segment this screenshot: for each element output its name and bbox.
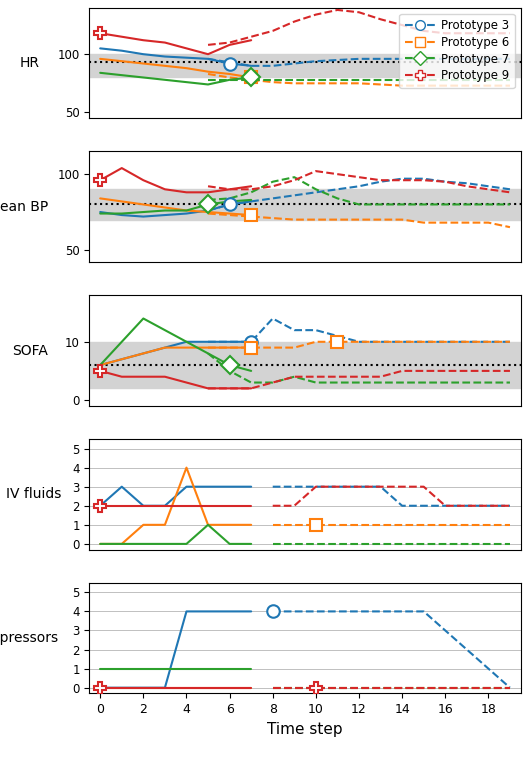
Y-axis label: Mean BP: Mean BP bbox=[0, 200, 49, 213]
Legend: Prototype 3, Prototype 6, Prototype 7, Prototype 9: Prototype 3, Prototype 6, Prototype 7, P… bbox=[399, 14, 515, 88]
Y-axis label: SOFA: SOFA bbox=[12, 344, 48, 357]
Y-axis label: HR: HR bbox=[19, 56, 39, 70]
X-axis label: Time step: Time step bbox=[267, 722, 343, 737]
Bar bbox=[89, 54, 521, 78]
Bar bbox=[89, 189, 521, 219]
Y-axis label: IV fluids: IV fluids bbox=[6, 488, 61, 501]
Y-axis label: Vasopressors: Vasopressors bbox=[0, 631, 59, 645]
Bar bbox=[89, 342, 521, 389]
